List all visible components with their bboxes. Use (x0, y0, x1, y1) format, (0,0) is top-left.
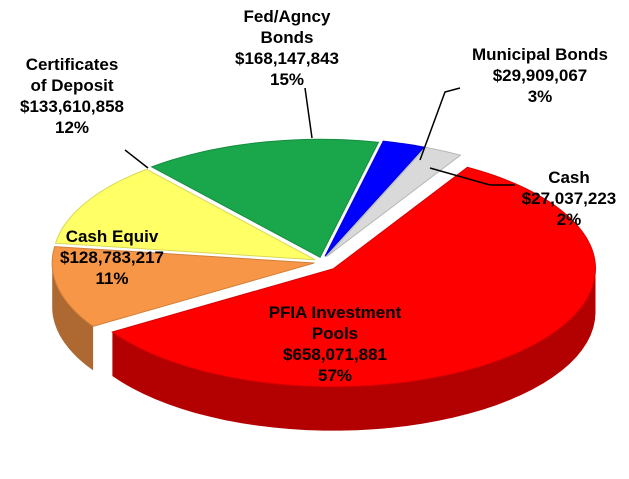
leader-line (124, 149, 149, 169)
slice-label: Cash (548, 168, 590, 187)
value-label: $133,610,858 (20, 97, 124, 116)
percent-label: 12% (55, 118, 89, 137)
value-label: $27,037,223 (522, 189, 617, 208)
slice-label: PFIA Investment (269, 303, 402, 322)
leader-lines (124, 87, 515, 186)
pie-slice (150, 138, 380, 258)
pie-slice (324, 140, 426, 257)
slice-label: of Deposit (30, 76, 113, 95)
value-label: $658,071,881 (283, 345, 387, 364)
slice-label: Fed/Agncy (244, 7, 331, 26)
slice-label: Bonds (261, 28, 314, 47)
slice-label: Municipal Bonds (472, 45, 608, 64)
percent-label: 15% (270, 70, 304, 89)
leader-line (419, 87, 461, 161)
pie-slice (54, 168, 316, 261)
pie-slice (51, 246, 315, 327)
percent-label: 2% (557, 210, 582, 229)
leader-line (304, 87, 313, 139)
pie-slice (326, 146, 462, 257)
pie-slice-side (112, 268, 596, 431)
percent-label: 11% (95, 269, 128, 288)
percent-label: 57% (318, 366, 352, 385)
slice-label: Cash Equiv (66, 227, 159, 246)
labels: Fed/Agncy Bonds $168,147,843 15% Municipal B… (20, 7, 616, 385)
value-label: $128,783,217 (60, 248, 164, 267)
value-label: $29,909,067 (493, 66, 588, 85)
slice-label: Pools (312, 324, 358, 343)
slice-label: Certificates (26, 55, 119, 74)
pie-slice-side (52, 263, 94, 371)
leader-line (429, 167, 515, 186)
pie (51, 138, 597, 431)
pie-slice (111, 166, 597, 388)
value-label: $168,147,843 (235, 49, 339, 68)
percent-label: 3% (528, 87, 553, 106)
